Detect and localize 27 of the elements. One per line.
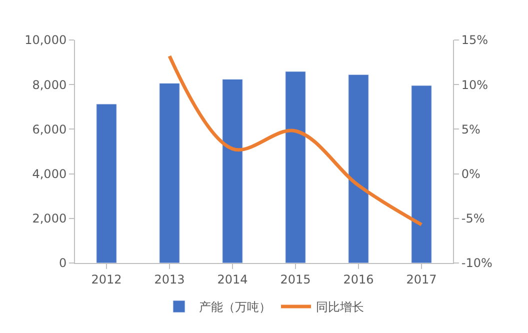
y2-tick-label: 15% xyxy=(461,33,488,48)
y-tick-label: 2,000 xyxy=(32,212,67,226)
legend-label: 产能（万吨） xyxy=(199,300,271,314)
y-tick-label: 0 xyxy=(58,256,67,270)
x-tick-label: 2016 xyxy=(343,272,374,286)
y-tick-label: 6,000 xyxy=(32,122,67,136)
bar xyxy=(159,83,180,263)
bar xyxy=(348,74,369,263)
bar xyxy=(285,71,306,263)
x-tick-label: 2017 xyxy=(406,272,437,286)
bar xyxy=(411,85,432,263)
y-tick-label: 10,000 xyxy=(24,33,67,48)
y-tick-label: 8,000 xyxy=(32,78,67,92)
x-tick-label: 2013 xyxy=(154,272,185,286)
x-tick-label: 2015 xyxy=(280,272,311,286)
y2-tick-label: 10% xyxy=(461,78,488,92)
y2-tick-label: 0% xyxy=(461,167,480,181)
x-tick-label: 2012 xyxy=(91,272,122,286)
x-tick-label: 2014 xyxy=(217,272,248,286)
line-series xyxy=(168,54,424,226)
y2-tick-label: -10% xyxy=(461,256,492,270)
y2-tick-label: 5% xyxy=(461,122,480,136)
legend-label: 同比增长 xyxy=(316,300,364,314)
y-tick-label: 4,000 xyxy=(32,167,67,181)
bar xyxy=(96,104,117,263)
bar xyxy=(222,79,243,263)
y2-tick-label: -5% xyxy=(461,212,485,226)
